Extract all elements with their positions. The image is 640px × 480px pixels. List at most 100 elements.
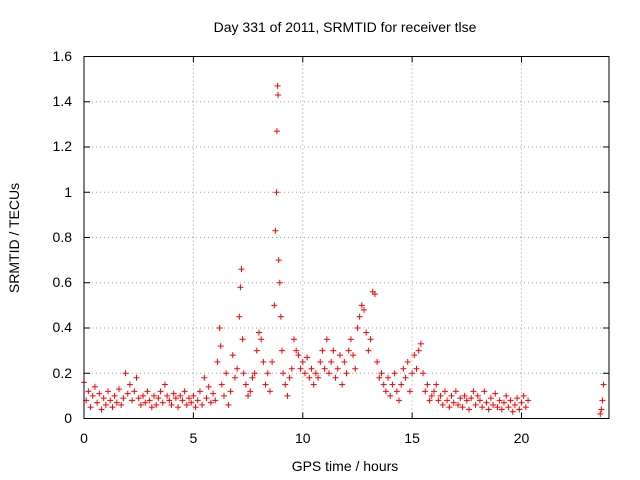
data-point — [295, 352, 302, 359]
x-tick-label-1: 5 — [190, 430, 198, 446]
data-point — [272, 227, 279, 234]
data-point — [393, 388, 400, 395]
data-point — [205, 383, 212, 390]
data-point — [100, 395, 107, 402]
data-point — [424, 381, 431, 388]
data-point — [168, 401, 175, 408]
data-point — [91, 383, 98, 390]
data-point — [490, 401, 497, 408]
data-point — [476, 397, 483, 404]
data-point — [96, 390, 103, 397]
data-point — [159, 399, 166, 406]
data-point — [161, 381, 168, 388]
data-point — [271, 302, 278, 309]
x-axis-label: GPS time / hours — [292, 458, 399, 474]
data-point — [253, 347, 260, 354]
data-point — [293, 347, 300, 354]
plot-frame — [83, 56, 610, 419]
data-point — [472, 401, 479, 408]
data-point — [269, 358, 276, 365]
data-point — [89, 392, 96, 399]
data-point — [391, 370, 398, 377]
data-point — [398, 381, 405, 388]
data-point — [291, 336, 297, 343]
data-point — [225, 401, 232, 408]
data-point — [505, 404, 512, 411]
data-point — [441, 388, 448, 395]
data-point — [175, 404, 182, 411]
data-point — [231, 374, 238, 381]
data-point — [192, 404, 199, 411]
data-point — [137, 401, 144, 408]
data-point — [126, 381, 133, 388]
x-tick-label-4: 20 — [514, 430, 530, 446]
data-point — [354, 325, 361, 331]
data-point — [356, 313, 363, 320]
data-point — [374, 358, 381, 365]
data-point — [514, 395, 521, 402]
data-point — [415, 347, 422, 354]
data-point — [212, 397, 219, 404]
data-point — [111, 392, 118, 399]
data-point — [511, 401, 518, 408]
data-point — [266, 388, 273, 395]
data-point — [420, 370, 427, 377]
data-point — [396, 397, 402, 404]
data-point — [273, 128, 280, 135]
data-point — [376, 374, 383, 381]
data-point — [240, 370, 247, 377]
data-point — [597, 410, 604, 417]
y-tick-label-6: 1.2 — [53, 138, 73, 154]
data-point — [278, 347, 285, 354]
data-point — [239, 336, 246, 343]
data-point — [389, 381, 396, 388]
data-point — [468, 395, 475, 402]
data-point — [341, 358, 348, 365]
data-point — [457, 395, 464, 402]
grid — [84, 56, 609, 419]
data-point — [227, 388, 234, 395]
data-point — [422, 388, 429, 395]
data-point — [503, 392, 510, 399]
chart-title: Day 331 of 2011, SRMTID for receiver tls… — [214, 19, 477, 35]
data-point — [387, 392, 394, 399]
data-point — [299, 358, 306, 365]
data-point — [217, 343, 224, 350]
data-point — [437, 392, 444, 399]
data-point — [199, 401, 206, 408]
data-point — [448, 392, 455, 399]
data-point — [328, 358, 335, 365]
data-point — [280, 370, 287, 377]
data-point — [120, 395, 127, 402]
data-point — [216, 325, 223, 331]
data-point — [188, 399, 195, 406]
data-point — [496, 397, 503, 404]
data-point — [509, 408, 516, 415]
data-point — [452, 388, 459, 395]
x-tick-labels: 0 5 10 15 20 — [80, 430, 529, 446]
data-point — [275, 257, 282, 264]
data-point — [262, 381, 269, 388]
data-point — [201, 374, 208, 381]
data-point — [339, 381, 346, 388]
data-point — [207, 399, 214, 406]
data-point — [319, 347, 326, 354]
data-point — [234, 365, 241, 372]
data-point — [133, 374, 140, 381]
data-point — [85, 388, 92, 395]
data-point — [297, 365, 304, 372]
data-point — [144, 388, 151, 395]
data-point — [371, 291, 378, 298]
data-point — [516, 406, 523, 413]
data-point — [455, 401, 462, 408]
data-point — [450, 399, 457, 406]
data-point — [326, 370, 332, 377]
data-point — [446, 404, 453, 411]
data-point — [196, 388, 203, 395]
data-point — [236, 313, 243, 320]
data-point — [487, 395, 494, 402]
data-point — [485, 406, 492, 413]
data-point — [363, 329, 370, 336]
y-tick-label-5: 1 — [64, 184, 72, 200]
